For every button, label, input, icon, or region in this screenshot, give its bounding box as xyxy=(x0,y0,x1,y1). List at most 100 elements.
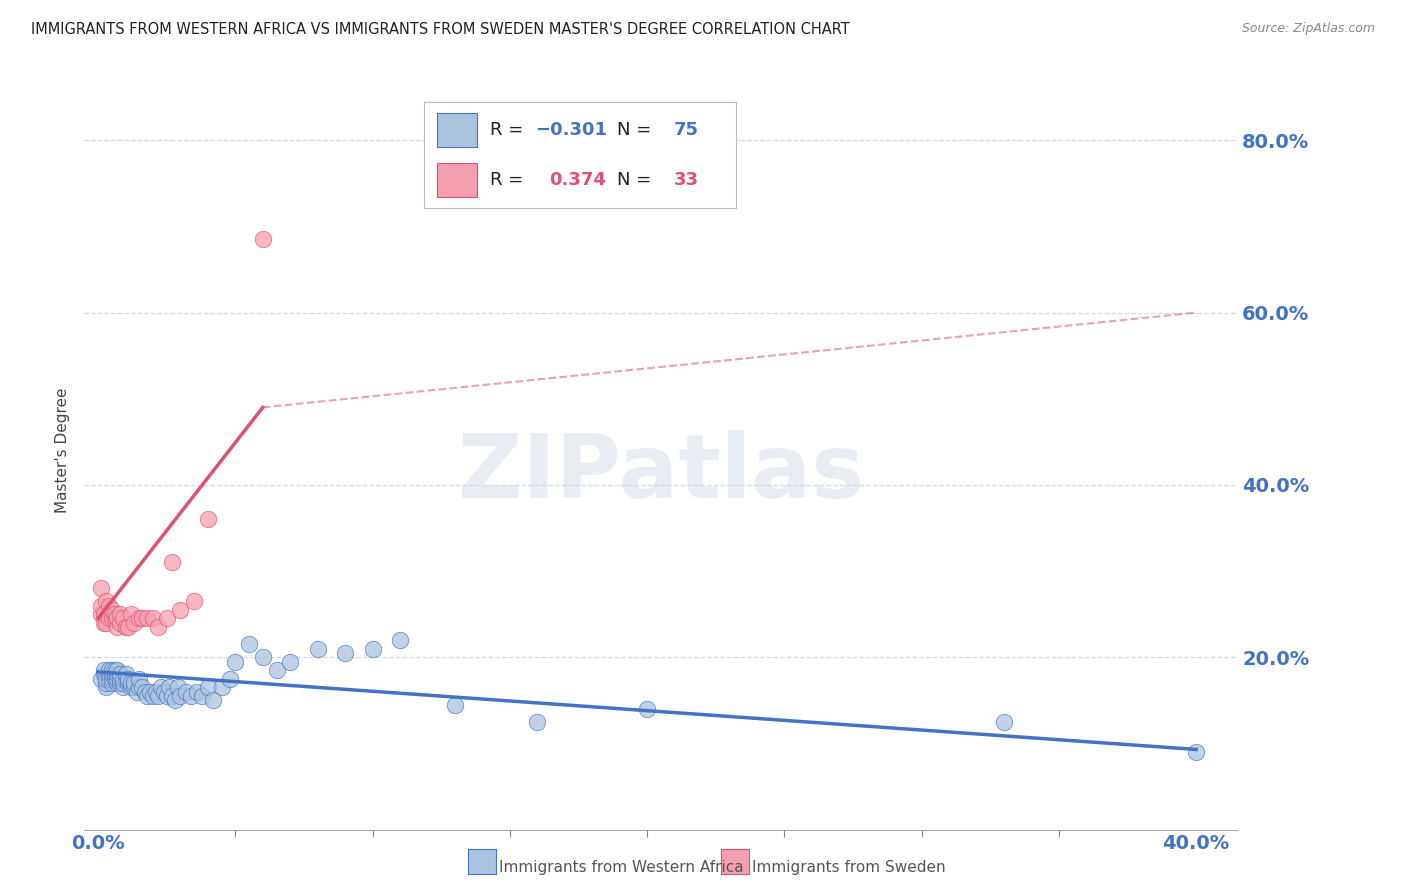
Text: Immigrants from Western Africa: Immigrants from Western Africa xyxy=(499,860,744,874)
Point xyxy=(114,667,136,681)
Point xyxy=(101,611,124,625)
Point xyxy=(117,672,139,686)
Point xyxy=(156,611,179,625)
Point xyxy=(98,667,121,681)
Point xyxy=(333,646,356,660)
Point xyxy=(90,582,112,596)
Point xyxy=(252,232,274,246)
Point xyxy=(111,676,134,690)
Text: IMMIGRANTS FROM WESTERN AFRICA VS IMMIGRANTS FROM SWEDEN MASTER'S DEGREE CORRELA: IMMIGRANTS FROM WESTERN AFRICA VS IMMIGR… xyxy=(31,22,849,37)
Point xyxy=(111,611,134,625)
Point xyxy=(103,607,125,622)
Point xyxy=(238,637,260,651)
Point xyxy=(252,650,274,665)
Point xyxy=(186,684,208,698)
Point xyxy=(128,672,150,686)
Text: ZIPatlas: ZIPatlas xyxy=(458,430,863,516)
Point xyxy=(202,693,225,707)
Point xyxy=(120,681,142,695)
Point xyxy=(108,676,131,690)
Point xyxy=(278,655,301,669)
Point xyxy=(108,667,131,681)
Point xyxy=(150,681,173,695)
Point xyxy=(389,633,412,648)
Point xyxy=(211,681,233,695)
Point xyxy=(96,676,118,690)
Point xyxy=(148,620,170,634)
Point xyxy=(105,667,128,681)
Point xyxy=(93,663,115,677)
Point xyxy=(103,667,125,681)
Point xyxy=(101,603,124,617)
Point xyxy=(90,672,112,686)
Point xyxy=(96,672,118,686)
Point xyxy=(105,620,128,634)
Point xyxy=(163,693,186,707)
Point xyxy=(131,611,153,625)
Point xyxy=(101,676,124,690)
Y-axis label: Master's Degree: Master's Degree xyxy=(55,388,70,513)
Point xyxy=(125,684,148,698)
Point xyxy=(266,663,288,677)
Point xyxy=(101,663,124,677)
Point xyxy=(993,714,1015,729)
Point xyxy=(160,689,183,703)
Point xyxy=(103,611,125,625)
Point xyxy=(90,599,112,613)
Point xyxy=(307,641,329,656)
Point xyxy=(114,620,136,634)
Point xyxy=(361,641,384,656)
Point xyxy=(120,676,142,690)
Point xyxy=(96,681,118,695)
Text: Source: ZipAtlas.com: Source: ZipAtlas.com xyxy=(1241,22,1375,36)
Text: Immigrants from Sweden: Immigrants from Sweden xyxy=(752,860,946,874)
Point xyxy=(93,667,115,681)
Point xyxy=(122,681,145,695)
Point xyxy=(136,689,159,703)
Point xyxy=(183,594,205,608)
Point xyxy=(160,556,183,570)
Point xyxy=(166,681,188,695)
Point xyxy=(98,611,121,625)
Point xyxy=(636,702,658,716)
Point xyxy=(142,611,165,625)
Point xyxy=(90,607,112,622)
Point xyxy=(526,714,548,729)
Point xyxy=(120,607,142,622)
Point xyxy=(103,672,125,686)
Point xyxy=(114,672,136,686)
Point xyxy=(117,676,139,690)
Point xyxy=(159,681,181,695)
Point xyxy=(122,676,145,690)
Point xyxy=(145,684,167,698)
Point xyxy=(96,615,118,630)
Point xyxy=(128,611,150,625)
Point xyxy=(93,607,115,622)
Point xyxy=(218,672,240,686)
Point xyxy=(169,603,191,617)
Point xyxy=(108,615,131,630)
Point xyxy=(122,615,145,630)
Point xyxy=(156,689,179,703)
Point xyxy=(98,672,121,686)
Point xyxy=(98,599,121,613)
Point xyxy=(93,615,115,630)
Point xyxy=(224,655,246,669)
Point xyxy=(105,611,128,625)
Point xyxy=(98,663,121,677)
Point xyxy=(108,607,131,622)
Point xyxy=(108,672,131,686)
Point xyxy=(148,689,170,703)
Point xyxy=(105,672,128,686)
Point xyxy=(103,672,125,686)
Point xyxy=(169,689,191,703)
Point xyxy=(117,620,139,634)
Point xyxy=(153,684,176,698)
Point xyxy=(105,663,128,677)
Point xyxy=(101,672,124,686)
Point xyxy=(96,594,118,608)
Point xyxy=(197,681,219,695)
Point xyxy=(197,512,219,526)
Point xyxy=(139,684,162,698)
Point xyxy=(1185,745,1208,759)
